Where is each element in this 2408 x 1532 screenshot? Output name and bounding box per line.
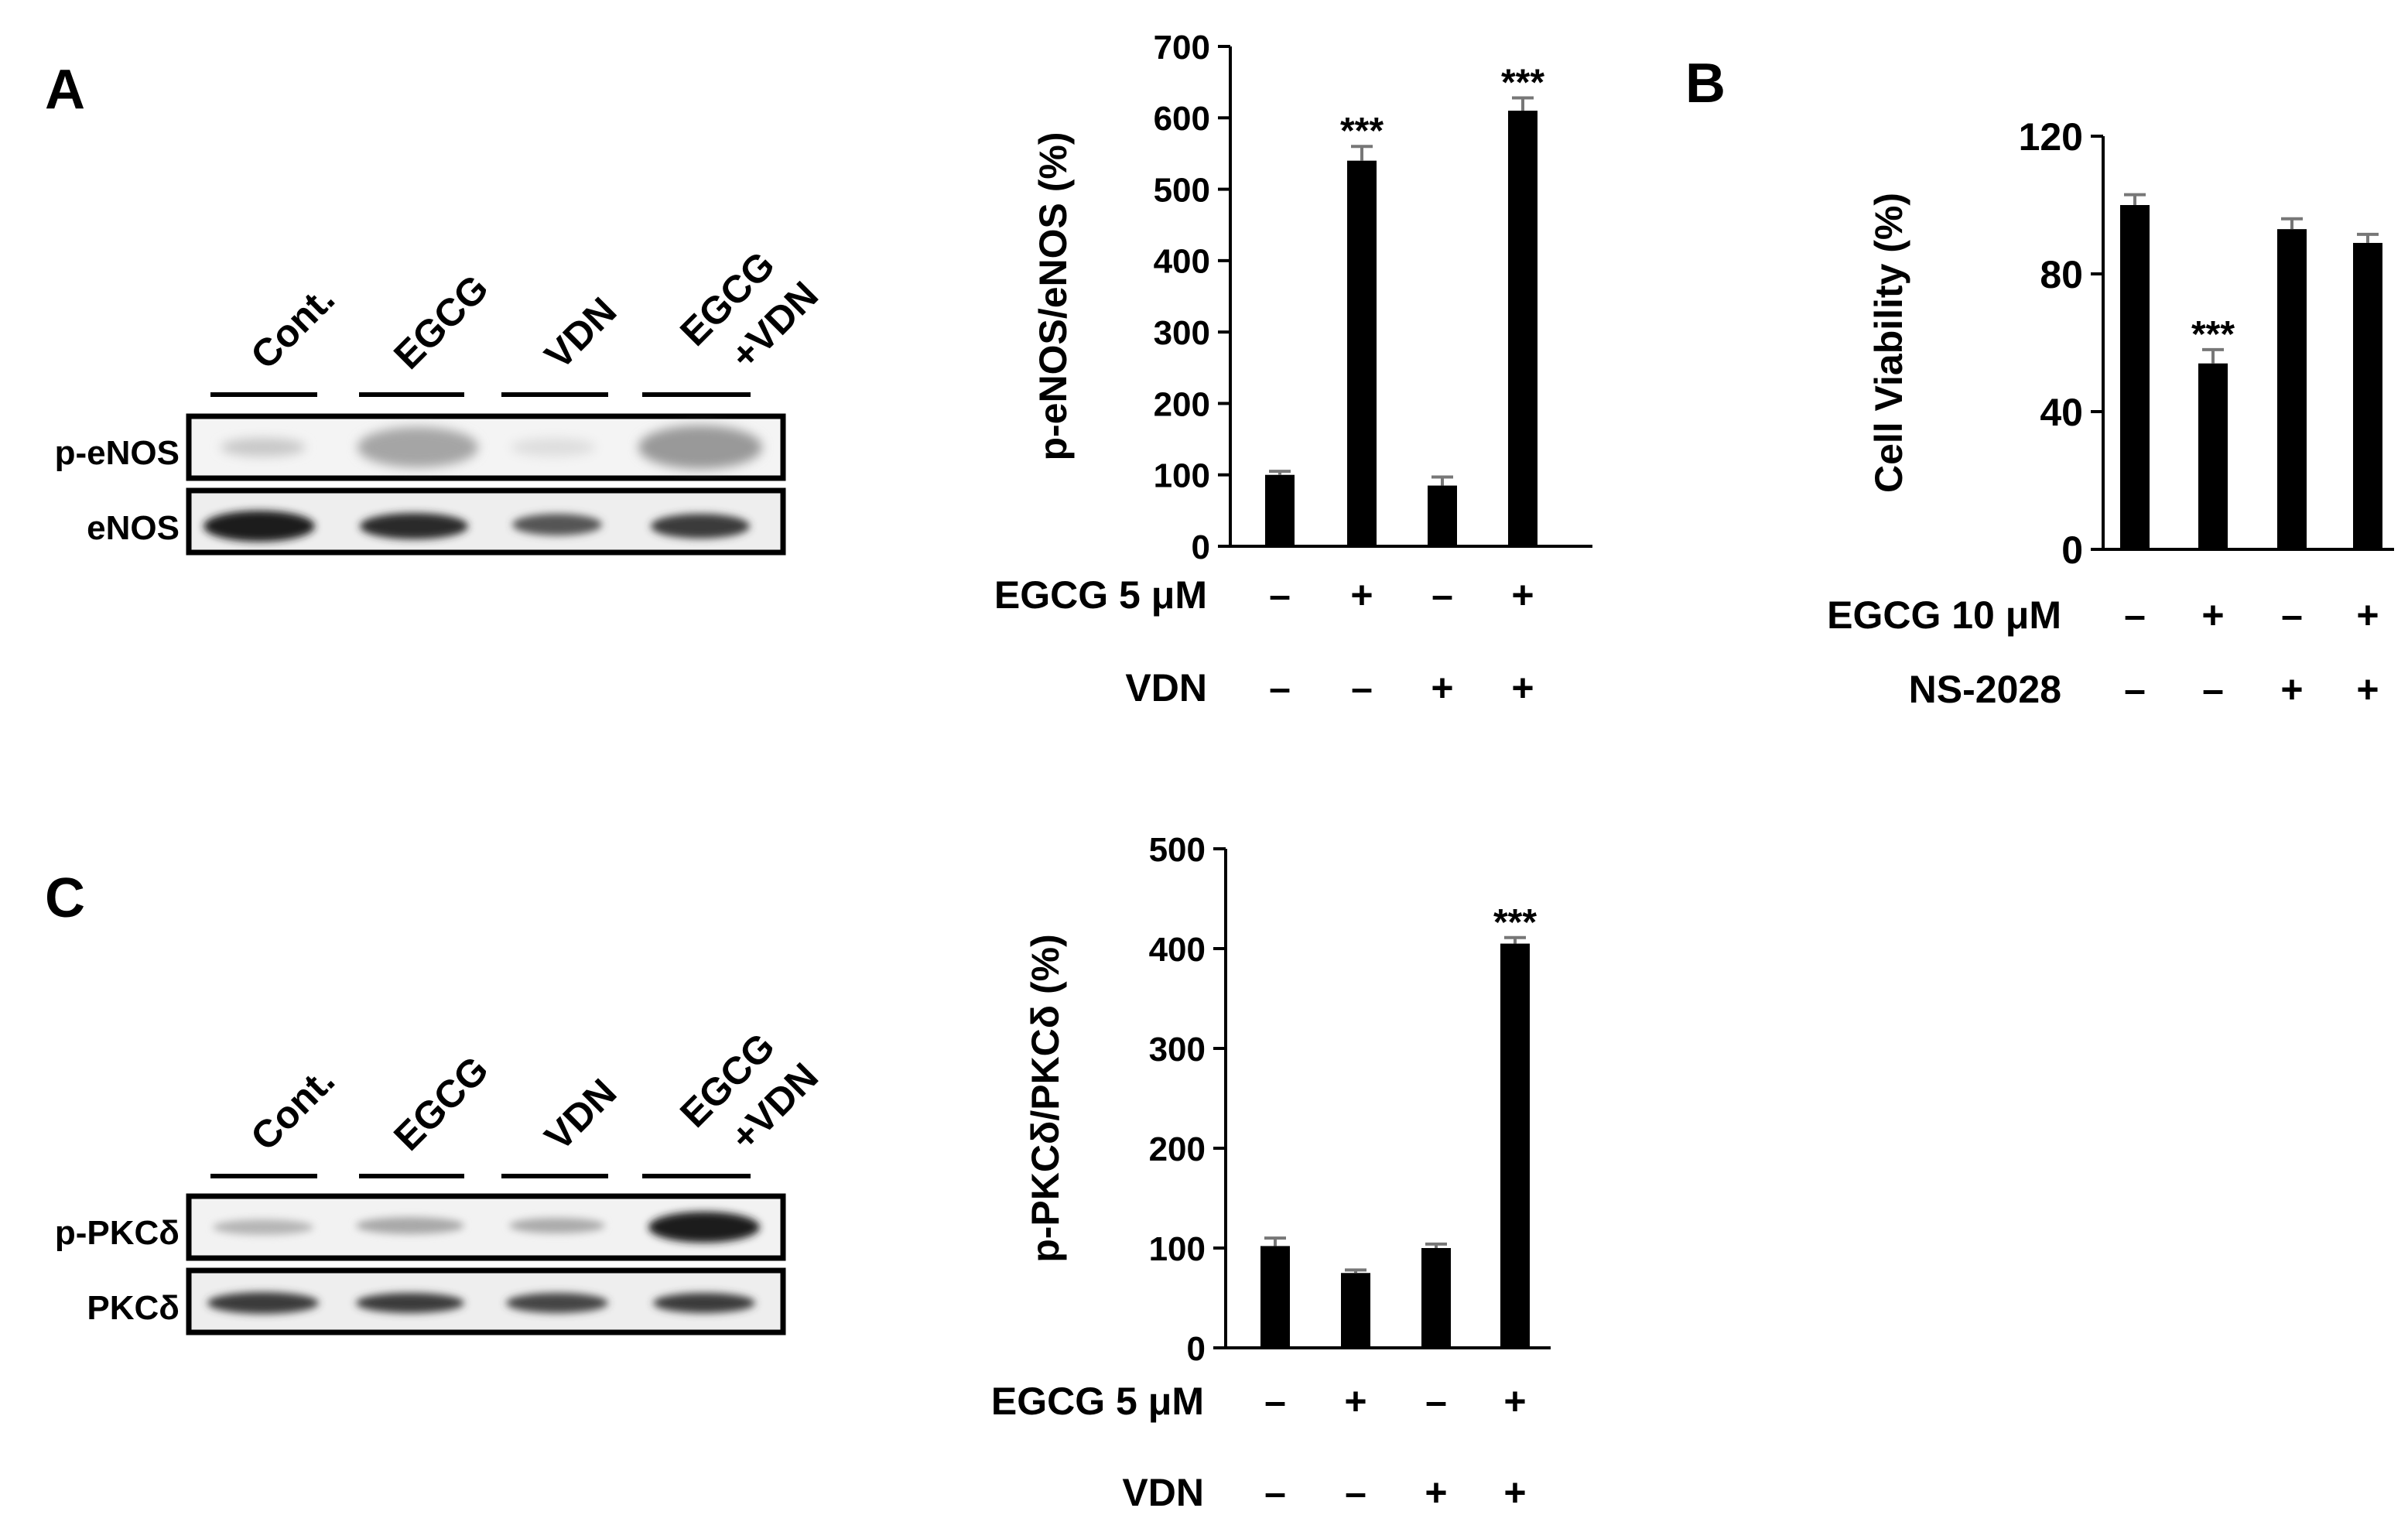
row-label-p-pkcd: p-PKCδ	[55, 1214, 180, 1252]
treatment-sign: –	[1264, 1471, 1286, 1514]
treatment-sign: –	[1269, 666, 1291, 710]
bar	[2353, 242, 2382, 549]
y-axis-title: Cell Viability (%)	[1867, 193, 1910, 493]
lane-label-vdn-c: VDN	[536, 1071, 624, 1159]
y-tick-label: 300	[1149, 1031, 1206, 1069]
treatment-label: VDN	[1125, 666, 1207, 710]
treatment-sign: –	[1351, 666, 1373, 710]
bar	[1428, 485, 1457, 546]
significance-marker: ***	[1493, 902, 1537, 943]
bar	[1421, 1248, 1451, 1348]
treatment-sign: –	[2124, 668, 2146, 711]
y-tick-label: 200	[1154, 385, 1210, 423]
y-tick-label: 400	[1149, 931, 1206, 969]
lane-label-vdn: VDN	[536, 289, 624, 378]
treatment-sign: +	[1511, 573, 1534, 617]
y-tick-label: 400	[1154, 243, 1210, 281]
y-tick-label: 100	[1154, 457, 1210, 495]
treatment-sign: –	[1431, 573, 1453, 617]
y-tick-label: 40	[2040, 391, 2083, 434]
lane-label-egcg: EGCG	[385, 266, 497, 378]
y-tick-label: 500	[1149, 831, 1206, 869]
y-axis-title: p-eNOS/eNOS (%)	[1031, 132, 1075, 460]
treatment-sign: –	[1345, 1471, 1366, 1514]
treatment-sign: +	[1503, 1471, 1526, 1514]
treatment-label: VDN	[1122, 1471, 1204, 1514]
treatment-sign: +	[2356, 593, 2379, 637]
treatment-label: EGCG 10 μM	[1827, 593, 2061, 637]
treatment-sign: +	[1503, 1380, 1526, 1423]
treatment-label: EGCG 5 μM	[994, 573, 1207, 617]
bar	[2198, 363, 2228, 549]
panel-label-a: A	[45, 59, 85, 121]
lane-label-egcg-c: EGCG	[385, 1048, 497, 1159]
bar	[1508, 111, 1537, 547]
y-tick-label: 120	[2019, 115, 2083, 159]
significance-marker: ***	[1340, 111, 1384, 152]
panel-label-c: C	[45, 867, 85, 929]
y-tick-label: 80	[2040, 253, 2083, 296]
treatment-label: NS-2028	[1909, 668, 2061, 711]
bar	[2120, 205, 2150, 549]
treatment-sign: +	[1344, 1380, 1366, 1423]
bar-chart-p-pkcd: 0 100 200 300 400 500 p-PKCδ/PKCδ (%) *** EGCG 5…	[991, 831, 1551, 1514]
treatment-sign: –	[2202, 668, 2224, 711]
y-tick-label: 600	[1154, 100, 1210, 138]
y-tick-label: 500	[1154, 171, 1210, 209]
bands-enos	[204, 511, 750, 542]
y-tick-label: 0	[2061, 528, 2083, 572]
y-tick-label: 0	[1187, 1330, 1206, 1368]
y-tick-label: 700	[1154, 29, 1210, 67]
treatment-sign: +	[2280, 668, 2303, 711]
treatment-sign: +	[1350, 573, 1373, 617]
bands-p-pkcd	[213, 1212, 760, 1243]
treatment-sign: +	[1431, 666, 1453, 710]
row-label-pkcd: PKCδ	[87, 1289, 180, 1327]
bands-p-enos	[221, 426, 762, 469]
bar	[1500, 943, 1530, 1348]
western-blot-c: Cont. EGCG VDN EGCG +VDN p-PKCδ PKCδ	[55, 1024, 826, 1335]
bar	[1347, 160, 1377, 546]
significance-marker: ***	[2191, 314, 2235, 355]
y-tick-label: 0	[1192, 528, 1210, 566]
panel-label-b: B	[1685, 53, 1726, 115]
treatment-sign: +	[2356, 668, 2379, 711]
y-tick-label: 200	[1149, 1130, 1206, 1168]
bands-pkcd	[207, 1292, 755, 1314]
y-tick-label: 300	[1154, 314, 1210, 352]
bar	[1260, 1246, 1290, 1348]
row-label-enos: eNOS	[87, 509, 180, 547]
y-tick-label: 100	[1149, 1230, 1206, 1268]
bar-chart-p-enos: 0 100 200 300 400 500 600 700 p-eNOS/eNOS (%) ***…	[994, 29, 1592, 710]
treatment-label: EGCG 5 μM	[991, 1380, 1204, 1423]
western-blot-a: Cont. EGCG VDN EGCG +VDN p-eNOS	[55, 243, 826, 556]
treatment-sign: +	[1511, 666, 1534, 710]
treatment-sign: –	[1264, 1380, 1286, 1423]
bar-chart-cell-viability: 0 40 80 120 Cell Viability (%) *** EGCG 10 μM –…	[1827, 115, 2394, 711]
treatment-sign: –	[2281, 593, 2303, 637]
row-label-p-enos: p-eNOS	[55, 434, 180, 472]
treatment-sign: +	[2201, 593, 2224, 637]
treatment-sign: –	[1269, 573, 1291, 617]
significance-marker: ***	[1501, 62, 1544, 103]
treatment-sign: –	[1425, 1380, 1447, 1423]
treatment-sign: +	[1425, 1471, 1447, 1514]
bar	[1265, 474, 1295, 546]
lane-label-cont-c: Cont.	[242, 1058, 343, 1159]
bar	[2277, 229, 2307, 549]
treatment-sign: –	[2124, 593, 2146, 637]
lane-label-cont: Cont.	[242, 277, 343, 378]
bar	[1341, 1273, 1370, 1348]
y-axis-title: p-PKCδ/PKCδ (%)	[1024, 934, 1067, 1263]
